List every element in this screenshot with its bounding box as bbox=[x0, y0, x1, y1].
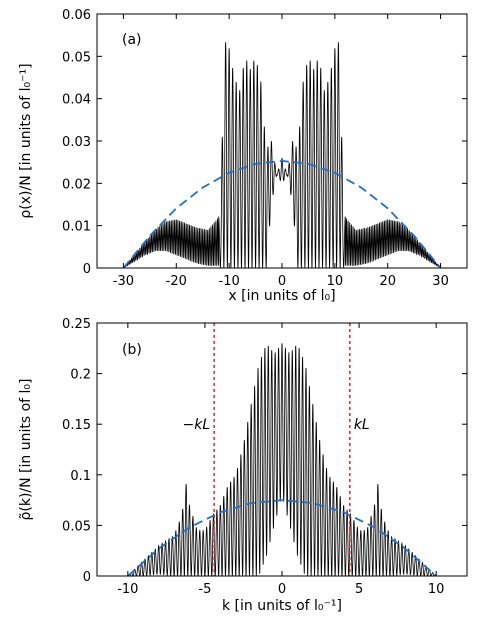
x-axis-label: x [in units of l₀] bbox=[228, 288, 335, 304]
x-tick-label: -20 bbox=[166, 274, 187, 289]
panel-a-plot: -30 -20 -10 0 10 20 30 0 0.01 0.02 0.03 0.04 0.05 0.0… bbox=[18, 8, 468, 304]
x-axis-label: k [in units of l₀⁻¹] bbox=[222, 598, 342, 614]
y-tick-label: 0.1 bbox=[70, 469, 91, 484]
y-axis-label: ρ(x)/N [in units of l₀⁻¹] bbox=[18, 63, 34, 218]
y-tick-label: 0 bbox=[83, 570, 91, 585]
x-tick-label: 10 bbox=[327, 274, 344, 289]
x-tick-label: 0 bbox=[278, 274, 286, 289]
y-tick-label: 0.06 bbox=[62, 8, 91, 23]
y-tick-label: 0.02 bbox=[62, 177, 91, 192]
x-tick-label: 10 bbox=[428, 582, 445, 597]
y-tick-label: 0.01 bbox=[62, 220, 91, 235]
x-tick-label: -30 bbox=[113, 274, 134, 289]
x-tick-label: -10 bbox=[219, 274, 240, 289]
series-density-curve bbox=[123, 42, 441, 268]
series-density-curve bbox=[127, 343, 437, 576]
y-tick-label: 0.05 bbox=[62, 50, 91, 65]
annotation-kl: kL bbox=[354, 417, 370, 433]
panel-label: (b) bbox=[122, 342, 142, 358]
y-tick-label: 0.04 bbox=[62, 93, 91, 108]
panel-label: (a) bbox=[122, 32, 142, 48]
y-tick-label: 0.2 bbox=[70, 368, 91, 383]
plot-frame bbox=[96, 13, 468, 269]
y-tick-label: 0.05 bbox=[62, 519, 91, 534]
y-tick-label: 0.15 bbox=[62, 418, 91, 433]
x-tick-label: -10 bbox=[117, 582, 138, 597]
x-tick-label: 30 bbox=[432, 274, 449, 289]
annotation-kl: −kL bbox=[183, 417, 211, 433]
x-tick-label: 5 bbox=[355, 582, 363, 597]
x-tick-label: 20 bbox=[379, 274, 396, 289]
y-tick-label: 0 bbox=[83, 262, 91, 277]
x-tick-label: -5 bbox=[198, 582, 211, 597]
y-axis-label: ρ̃(k)/N [in units of l₀] bbox=[18, 378, 34, 520]
y-tick-label: 0.03 bbox=[62, 135, 91, 150]
panel-b-plot: -10 -5 0 5 10 0 0.05 0.1 0.15 0.2 0.25 (b) k [in uni… bbox=[18, 317, 468, 614]
y-tick-label: 0.25 bbox=[62, 317, 91, 332]
series-fit-curve bbox=[122, 159, 442, 268]
series-fit-curve bbox=[127, 499, 437, 576]
x-tick-label: 0 bbox=[278, 582, 286, 597]
